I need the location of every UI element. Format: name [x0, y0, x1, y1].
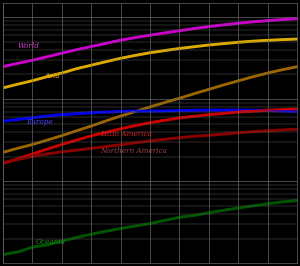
Text: World: World — [18, 41, 40, 49]
Text: Latin America: Latin America — [100, 130, 152, 138]
Text: Oceania: Oceania — [35, 238, 65, 246]
Text: Northern America: Northern America — [100, 147, 167, 155]
Text: Asia: Asia — [44, 72, 60, 80]
Text: Europe: Europe — [26, 118, 53, 126]
